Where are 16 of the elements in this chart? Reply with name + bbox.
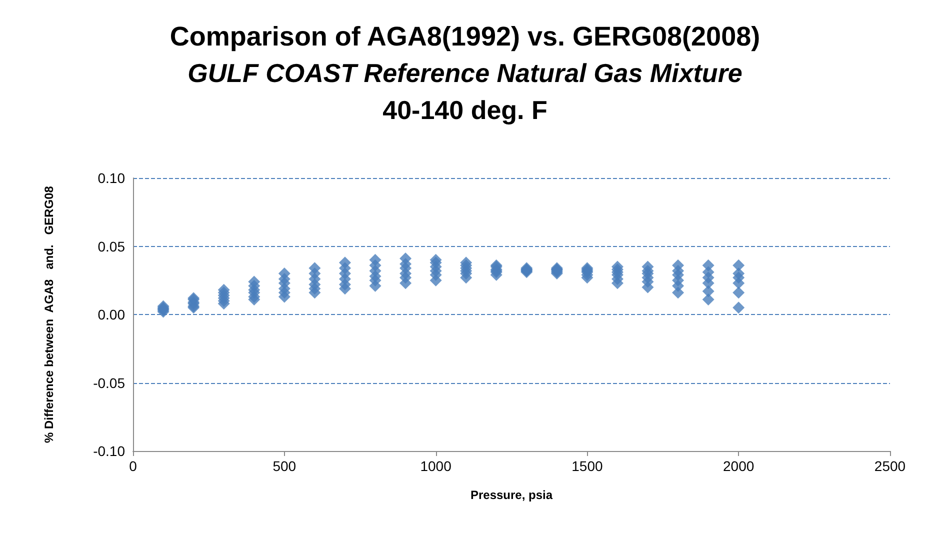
y-tick-label: 0.10 xyxy=(98,170,126,186)
x-tick-label: 0 xyxy=(129,458,138,474)
text: 40-140 deg. F xyxy=(382,95,548,125)
x-tick-label: 1500 xyxy=(572,458,603,474)
x-axis-title: Pressure, psia xyxy=(470,488,553,502)
y-tick-label: 0.05 xyxy=(98,238,126,254)
y-tick-label: -0.10 xyxy=(93,443,126,459)
x-tick-label: 1000 xyxy=(420,458,452,474)
x-tick-label: 500 xyxy=(272,458,296,474)
y-axis-title: % Difference between AGA8 and. GERG08 xyxy=(42,186,56,443)
chart-subtitle: GULF COAST Reference Natural Gas Mixture xyxy=(188,58,742,88)
y-tick-label: 0.00 xyxy=(98,306,126,322)
x-tick-label: 2000 xyxy=(723,458,754,474)
chart-title: Comparison of AGA8(1992) vs. GERG08(2008) xyxy=(170,22,760,52)
x-tick-label: 2500 xyxy=(874,458,906,474)
y-tick-label: -0.05 xyxy=(93,374,126,391)
